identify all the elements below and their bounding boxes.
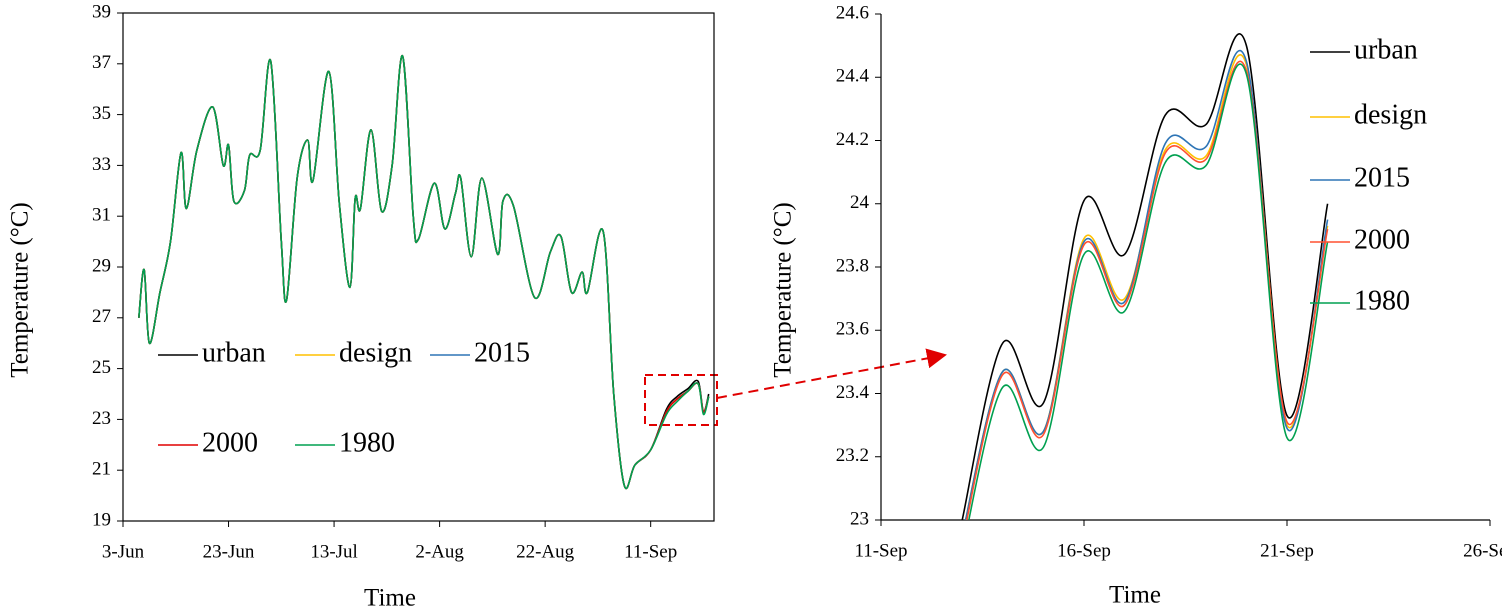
x-tick-label: 13-Jul [310, 541, 358, 562]
y-tick-label: 23.8 [836, 255, 869, 276]
legend-label: 2000 [1354, 224, 1410, 255]
y-axis-title: Temperature (°C) [7, 202, 34, 378]
zoom-box [644, 374, 718, 426]
y-tick-label: 24 [850, 192, 870, 213]
x-tick-label: 3-Jun [102, 541, 145, 562]
y-tick-label: 23 [92, 408, 111, 429]
series-line [964, 54, 1329, 520]
series-line [138, 55, 710, 490]
y-axis-title: Temperature (°C) [770, 202, 797, 378]
x-tick-label: 16-Sep [1057, 540, 1111, 561]
y-tick-label: 19 [92, 509, 111, 530]
y-tick-label: 21 [92, 459, 111, 480]
y-tick-label: 37 [92, 52, 111, 73]
y-tick-label: 23 [850, 508, 869, 529]
series-line [966, 60, 1329, 520]
zoom-arrow [716, 348, 947, 399]
y-tick-label: 24.4 [836, 66, 870, 87]
series-line [968, 63, 1329, 520]
y-tick-label: 39 [92, 1, 111, 22]
y-tick-label: 25 [92, 357, 111, 378]
y-tick-label: 23.4 [836, 382, 870, 403]
series-line [138, 55, 710, 490]
series-line [138, 55, 710, 490]
x-tick-label: 2-Aug [415, 541, 464, 562]
legend-label: design [1354, 99, 1427, 130]
y-tick-label: 24.2 [836, 129, 869, 150]
y-tick-label: 23.2 [836, 445, 869, 466]
y-tick-label: 35 [92, 103, 111, 124]
legend-label: 1980 [1354, 285, 1410, 316]
legend-label: 2015 [474, 337, 530, 368]
x-tick-label: 23-Jun [203, 541, 255, 562]
legend-label: urban [202, 337, 266, 368]
x-tick-label: 26-Sep [1463, 540, 1502, 561]
legend-label: 2000 [202, 427, 258, 458]
series-line [138, 55, 710, 490]
legend-label: design [339, 337, 412, 368]
x-tick-label: 21-Sep [1260, 540, 1314, 561]
y-tick-label: 24.6 [836, 2, 869, 23]
x-tick-label: 22-Aug [516, 541, 575, 562]
series-line [964, 49, 1329, 520]
x-tick-label: 11-Sep [854, 540, 907, 561]
plot-area [138, 55, 710, 490]
x-tick-label: 11-Sep [624, 541, 677, 562]
x-axis-title: Time [364, 585, 416, 612]
plot-area [961, 33, 1329, 520]
y-tick-label: 33 [92, 154, 111, 175]
y-tick-label: 29 [92, 255, 111, 276]
series-line [961, 33, 1329, 520]
series-line [138, 55, 710, 490]
y-tick-label: 27 [92, 306, 111, 327]
legend-label: 2015 [1354, 162, 1410, 193]
x-axis-title: Time [1109, 582, 1161, 609]
legend-label: urban [1354, 34, 1418, 65]
y-tick-label: 23.6 [836, 319, 869, 340]
y-tick-label: 31 [92, 205, 111, 226]
legend-label: 1980 [339, 427, 395, 458]
